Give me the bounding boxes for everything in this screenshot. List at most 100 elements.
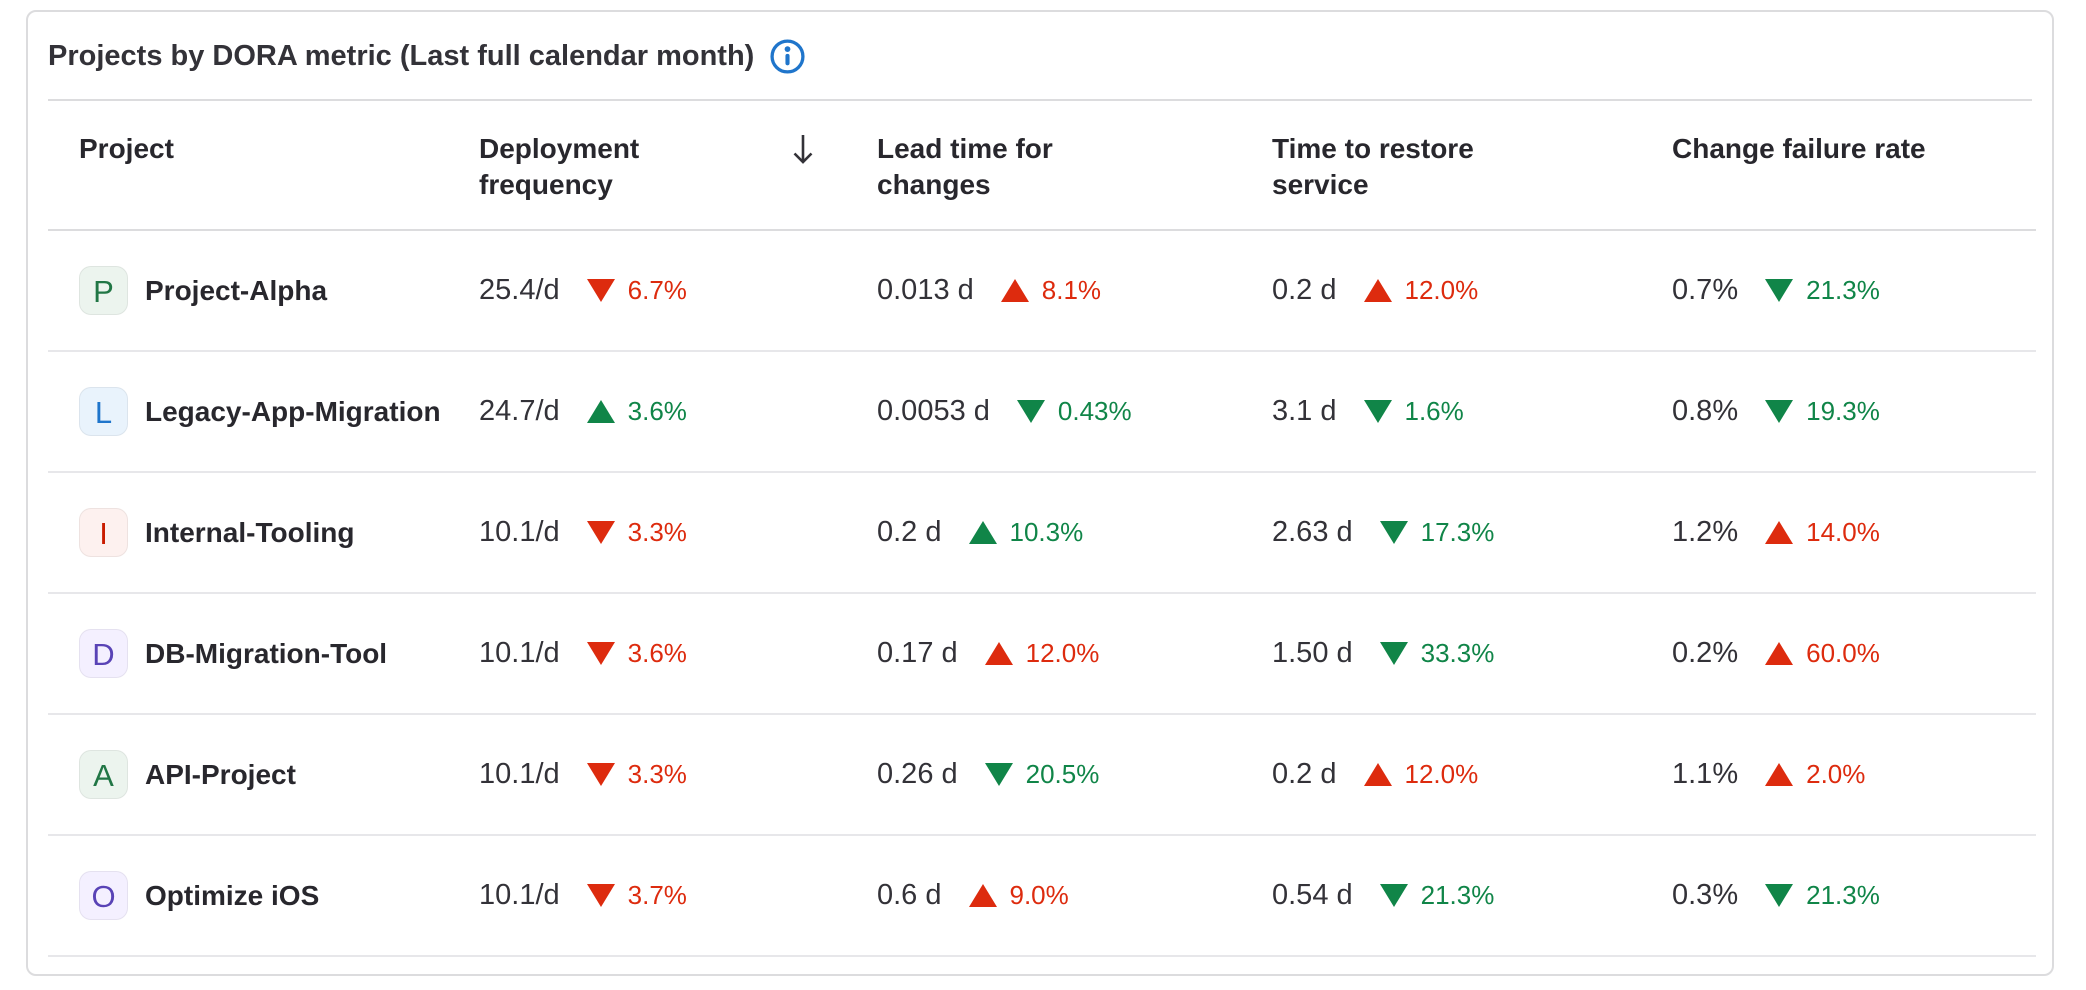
metric-value: 0.54 d	[1272, 879, 1353, 911]
trend-percent: 8.1%	[1041, 275, 1102, 305]
trend-down-icon	[1363, 400, 1392, 423]
metric-value: 0.013 d	[877, 274, 974, 306]
trend-down-icon	[1765, 279, 1794, 302]
column-header-time-to-restore-service[interactable]: Time to restore service	[1241, 101, 1641, 231]
trend-up-icon	[1000, 279, 1029, 302]
change-failure-rate-cell: 0.7% 21.3%	[1641, 230, 2036, 352]
trend-percent: 9.0%	[1009, 880, 1069, 910]
project-cell: A API-Project	[48, 714, 448, 836]
column-header-project[interactable]: Project	[48, 101, 448, 231]
trend-percent: 1.6%	[1404, 396, 1464, 426]
table-row: I Internal-Tooling 10.1/d 3.3% 0.2 d	[48, 472, 2036, 594]
trend-down-icon	[1016, 400, 1045, 423]
trend-percent: 0.43%	[1057, 396, 1132, 426]
lead-time-cell: 0.6 d 9.0%	[846, 835, 1241, 957]
project-cell: L Legacy-App-Migration	[48, 351, 448, 473]
column-header-deployment-frequency[interactable]: Deployment frequency	[448, 101, 846, 231]
project-cell: D DB-Migration-Tool	[48, 593, 448, 715]
trend-percent: 14.0%	[1806, 517, 1880, 547]
metric-value: 10.1/d	[479, 637, 560, 669]
project-cell: O Optimize iOS	[48, 835, 448, 957]
project-name-link[interactable]: Internal-Tooling	[145, 516, 355, 548]
project-avatar: L	[79, 387, 128, 436]
trend-up-icon	[1765, 763, 1794, 786]
time-to-restore-cell: 0.54 d 21.3%	[1241, 835, 1641, 957]
trend-down-icon	[586, 279, 615, 302]
trend-percent: 3.6%	[627, 396, 687, 426]
trend-down-icon	[1765, 400, 1794, 423]
trend-up-icon	[968, 884, 997, 907]
trend-percent: 60.0%	[1806, 638, 1880, 668]
metric-value: 0.7%	[1672, 274, 1739, 306]
time-to-restore-cell: 1.50 d 33.3%	[1241, 593, 1641, 715]
table-row: D DB-Migration-Tool 10.1/d 3.6% 0.17 d	[48, 593, 2036, 715]
metric-value: 0.2 d	[877, 516, 942, 548]
lead-time-cell: 0.26 d 20.5%	[846, 714, 1241, 836]
column-header-change-failure-rate[interactable]: Change failure rate	[1641, 101, 2036, 231]
column-label: Lead time for changes	[877, 133, 1053, 200]
trend-percent: 10.3%	[1009, 517, 1084, 547]
metric-value: 0.0053 d	[877, 395, 990, 427]
metric-value: 24.7/d	[479, 395, 560, 427]
dora-metrics-table: Project Deployment frequency Lead time f…	[48, 101, 2036, 957]
column-header-lead-time-for-changes[interactable]: Lead time for changes	[846, 101, 1241, 231]
trend-down-icon	[1379, 884, 1408, 907]
project-name-link[interactable]: DB-Migration-Tool	[145, 637, 388, 669]
project-avatar: O	[79, 871, 128, 920]
project-name-link[interactable]: Legacy-App-Migration	[145, 395, 441, 427]
trend-percent: 12.0%	[1404, 759, 1479, 789]
trend-percent: 12.0%	[1025, 638, 1100, 668]
column-label: Change failure rate	[1672, 133, 1926, 164]
metric-value: 10.1/d	[479, 879, 560, 911]
lead-time-cell: 0.0053 d 0.43%	[846, 351, 1241, 473]
trend-percent: 3.3%	[627, 759, 687, 789]
project-cell: P Project-Alpha	[48, 230, 448, 352]
trend-percent: 2.0%	[1806, 759, 1866, 789]
trend-down-icon	[984, 763, 1013, 786]
table-row: P Project-Alpha 25.4/d 6.7% 0.013 d	[48, 230, 2036, 352]
sort-descending-icon[interactable]	[788, 131, 818, 176]
metric-value: 0.2%	[1672, 637, 1739, 669]
trend-down-icon	[586, 642, 615, 665]
change-failure-rate-cell: 1.1% 2.0%	[1641, 714, 2036, 836]
trend-up-icon	[1765, 521, 1794, 544]
lead-time-cell: 0.17 d 12.0%	[846, 593, 1241, 715]
time-to-restore-cell: 3.1 d 1.6%	[1241, 351, 1641, 473]
change-failure-rate-cell: 1.2% 14.0%	[1641, 472, 2036, 594]
deployment-frequency-cell: 10.1/d 3.7%	[448, 835, 846, 957]
deployment-frequency-cell: 24.7/d 3.6%	[448, 351, 846, 473]
project-avatar: D	[79, 629, 128, 678]
trend-percent: 21.3%	[1806, 880, 1880, 910]
metric-value: 0.2 d	[1272, 274, 1337, 306]
trend-up-icon	[968, 521, 997, 544]
trend-down-icon	[586, 763, 615, 786]
dora-metrics-panel: Projects by DORA metric (Last full calen…	[26, 10, 2054, 976]
trend-down-icon	[586, 884, 615, 907]
info-circle-icon[interactable]	[769, 38, 806, 75]
metric-value: 1.2%	[1672, 516, 1739, 548]
project-cell: I Internal-Tooling	[48, 472, 448, 594]
panel-header: Projects by DORA metric (Last full calen…	[48, 12, 2032, 101]
project-avatar: A	[79, 750, 128, 799]
project-name-link[interactable]: API-Project	[145, 758, 296, 790]
trend-down-icon	[586, 521, 615, 544]
metric-value: 1.50 d	[1272, 637, 1353, 669]
metric-value: 0.6 d	[877, 879, 942, 911]
table-row: A API-Project 10.1/d 3.3% 0.26 d 2	[48, 714, 2036, 836]
trend-down-icon	[1379, 521, 1408, 544]
deployment-frequency-cell: 10.1/d 3.3%	[448, 714, 846, 836]
panel-title: Projects by DORA metric (Last full calen…	[48, 40, 755, 72]
header-row: Project Deployment frequency Lead time f…	[48, 101, 2036, 231]
trend-up-icon	[1363, 763, 1392, 786]
time-to-restore-cell: 0.2 d 12.0%	[1241, 230, 1641, 352]
change-failure-rate-cell: 0.3% 21.3%	[1641, 835, 2036, 957]
project-name-link[interactable]: Project-Alpha	[145, 274, 328, 306]
metric-value: 10.1/d	[479, 516, 560, 548]
project-name-link[interactable]: Optimize iOS	[145, 879, 320, 911]
metric-value: 0.17 d	[877, 637, 958, 669]
metric-value: 0.26 d	[877, 758, 958, 790]
time-to-restore-cell: 2.63 d 17.3%	[1241, 472, 1641, 594]
metric-value: 2.63 d	[1272, 516, 1353, 548]
trend-percent: 3.6%	[627, 638, 687, 668]
table-row: O Optimize iOS 10.1/d 3.7% 0.6 d 9	[48, 835, 2036, 957]
